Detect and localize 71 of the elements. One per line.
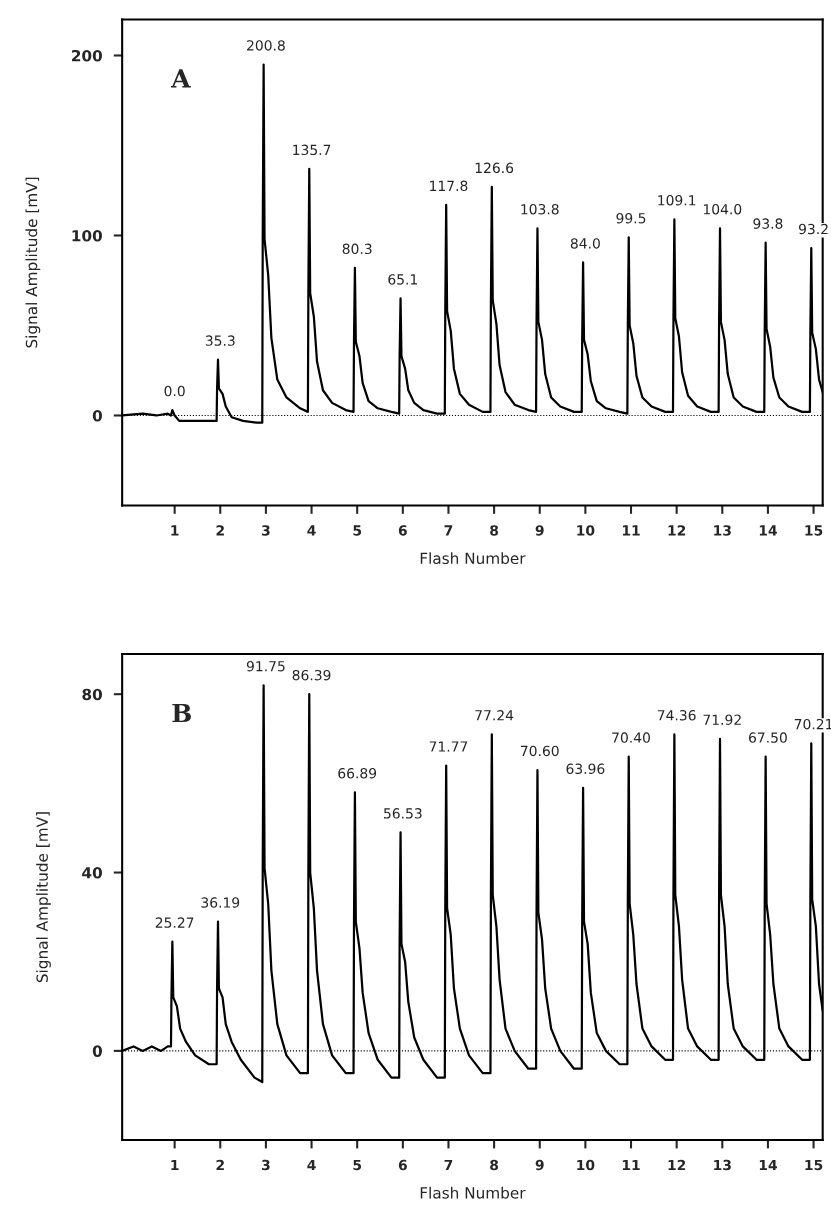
annotation: 36.19 [201, 897, 240, 908]
annotation: 74.36 [657, 710, 696, 721]
y-axis-title: Signal Amplitude [mV] [25, 177, 41, 348]
annotation: 117.8 [430, 180, 468, 192]
x-tick-label: 3 [262, 525, 270, 536]
y-axis-title: Signal Amplitude [mV] [36, 812, 51, 983]
annotation: 25.27 [155, 917, 194, 928]
x-tick-label: 15 [805, 525, 823, 536]
x-tick-label: 12 [668, 1159, 686, 1171]
annotation: 66.89 [338, 767, 377, 779]
x-tick-label: 14 [759, 1159, 777, 1171]
annotation: 71.77 [429, 741, 468, 752]
annotation: 0.0 [164, 385, 185, 397]
annotation: B [172, 703, 191, 723]
y-tick-label: 40 [82, 867, 102, 879]
x-tick-label: 9 [535, 1159, 544, 1171]
annotation: 103.8 [521, 203, 559, 215]
x-tick-label: 8 [490, 1159, 499, 1171]
annotation: 71.92 [703, 714, 741, 725]
x-tick-label: 6 [398, 1159, 407, 1171]
x-tick-label: 10 [577, 1159, 595, 1171]
x-tick-label: 8 [490, 525, 499, 536]
x-tick-label: 1 [171, 1159, 179, 1171]
annotation: 67.50 [749, 732, 787, 743]
annotation: 35.3 [205, 335, 235, 346]
x-axis-title: Flash Number [420, 1186, 526, 1199]
annotation: 109.1 [658, 194, 696, 206]
x-tick-label: 7 [444, 525, 453, 536]
x-tick-label: 12 [668, 525, 686, 536]
annotation: 80.3 [342, 243, 372, 255]
x-tick-label: 4 [307, 525, 316, 536]
annotation: 99.5 [616, 212, 646, 224]
annotation: 86.39 [292, 669, 331, 681]
x-tick-label: 3 [262, 1159, 270, 1171]
x-tick-label: 7 [444, 1159, 453, 1171]
x-tick-label: 5 [353, 1159, 362, 1171]
x-tick-label: 13 [714, 525, 731, 536]
x-tick-label: 10 [577, 525, 595, 536]
annotation: 93.2 [798, 223, 828, 235]
annotation: 70.40 [612, 732, 650, 743]
x-tick-label: 6 [398, 525, 407, 536]
annotation: 93.8 [753, 218, 783, 229]
annotation: 65.1 [388, 274, 418, 285]
x-axis-title: Flash Number [420, 552, 526, 565]
annotation: A [171, 69, 191, 88]
annotation: 104.0 [703, 203, 742, 215]
x-tick-label: 9 [535, 525, 544, 536]
y-tick-label: 100 [72, 229, 102, 242]
x-tick-label: 4 [307, 1159, 316, 1171]
y-tick-label: 80 [82, 688, 102, 701]
x-tick-label: 11 [622, 525, 640, 536]
annotation: 135.7 [293, 144, 331, 156]
annotation: 84.0 [570, 238, 600, 249]
x-tick-label: 15 [805, 1159, 823, 1171]
annotation: 126.6 [475, 162, 514, 174]
annotation: 70.60 [521, 745, 559, 757]
x-tick-label: 13 [714, 1159, 731, 1171]
y-tick-label: 200 [72, 49, 102, 62]
x-tick-label: 2 [216, 1159, 224, 1171]
x-tick-label: 14 [759, 525, 777, 536]
y-tick-label: 0 [92, 409, 102, 422]
annotation: 56.53 [384, 808, 422, 819]
annotation: 63.96 [566, 763, 605, 775]
annotation: 77.24 [475, 710, 514, 721]
x-tick-label: 2 [216, 525, 224, 536]
x-tick-label: 11 [622, 1159, 640, 1171]
annotation: 91.75 [246, 660, 285, 672]
annotation: 200.8 [247, 40, 285, 51]
x-tick-label: 1 [171, 525, 179, 536]
x-tick-label: 5 [353, 525, 362, 536]
y-tick-label: 0 [92, 1045, 102, 1057]
